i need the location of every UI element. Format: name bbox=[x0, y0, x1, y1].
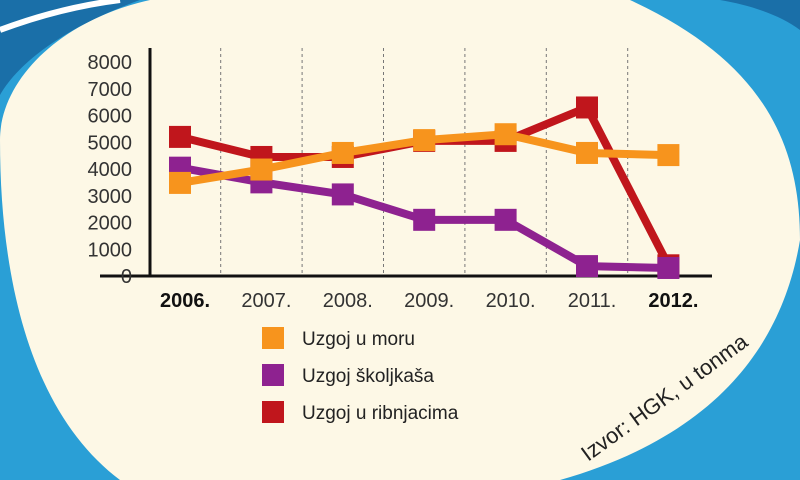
frame-white-line bbox=[0, 0, 121, 33]
x-tick-label: 2009. bbox=[404, 290, 454, 312]
series-group bbox=[169, 96, 680, 279]
x-tick-label: 2007. bbox=[241, 290, 291, 312]
legend-swatch bbox=[262, 401, 284, 423]
data-point bbox=[576, 96, 598, 119]
legend-label: Uzgoj u moru bbox=[302, 329, 415, 350]
y-tick-label: 5000 bbox=[88, 132, 133, 154]
data-point bbox=[331, 141, 354, 164]
axes bbox=[100, 48, 712, 278]
x-tick-label: 2012. bbox=[648, 290, 698, 312]
y-tick-label: 3000 bbox=[88, 186, 133, 208]
data-point bbox=[576, 141, 598, 164]
x-tick-label: 2008. bbox=[323, 290, 373, 312]
legend-swatch bbox=[262, 327, 284, 349]
legend-swatch bbox=[262, 364, 284, 386]
legend: Uzgoj u moru Uzgoj školjkaša Uzgoj u ribnj… bbox=[262, 327, 459, 424]
y-tick-label: 7000 bbox=[88, 79, 133, 101]
legend-label: Uzgoj školjkaša bbox=[302, 366, 434, 387]
data-point bbox=[413, 208, 436, 231]
data-point bbox=[657, 256, 680, 279]
data-point bbox=[494, 208, 517, 231]
legend-label: Uzgoj u ribnjacima bbox=[302, 403, 459, 424]
data-point bbox=[169, 125, 191, 148]
y-tick-label: 1000 bbox=[88, 239, 133, 261]
data-point bbox=[250, 158, 273, 181]
y-tick-label: 0 bbox=[121, 266, 132, 288]
y-tick-label: 4000 bbox=[88, 159, 133, 181]
data-point bbox=[331, 183, 354, 206]
data-point bbox=[657, 144, 680, 167]
y-tick-label: 8000 bbox=[88, 52, 133, 74]
data-point bbox=[413, 129, 436, 152]
frame-top-right bbox=[720, 0, 800, 30]
data-point bbox=[494, 123, 517, 146]
y-tick-label: 6000 bbox=[88, 106, 133, 128]
x-tick-labels: 2006. 2007. 2008. 2009. 2010. 2011. 2012. bbox=[160, 290, 698, 312]
frame-top-left bbox=[0, 0, 140, 95]
data-point bbox=[576, 255, 598, 278]
x-tick-label: 2011. bbox=[568, 290, 617, 312]
series-0 bbox=[169, 96, 680, 277]
frame-right-arc bbox=[560, 0, 800, 480]
x-tick-label: 2010. bbox=[486, 290, 536, 312]
y-tick-labels: 0 1000 2000 3000 4000 5000 6000 7000 8000 bbox=[88, 52, 133, 288]
series-2 bbox=[169, 123, 680, 194]
data-point bbox=[169, 171, 191, 194]
x-tick-label: 2006. bbox=[160, 290, 210, 312]
y-tick-label: 2000 bbox=[88, 213, 133, 235]
